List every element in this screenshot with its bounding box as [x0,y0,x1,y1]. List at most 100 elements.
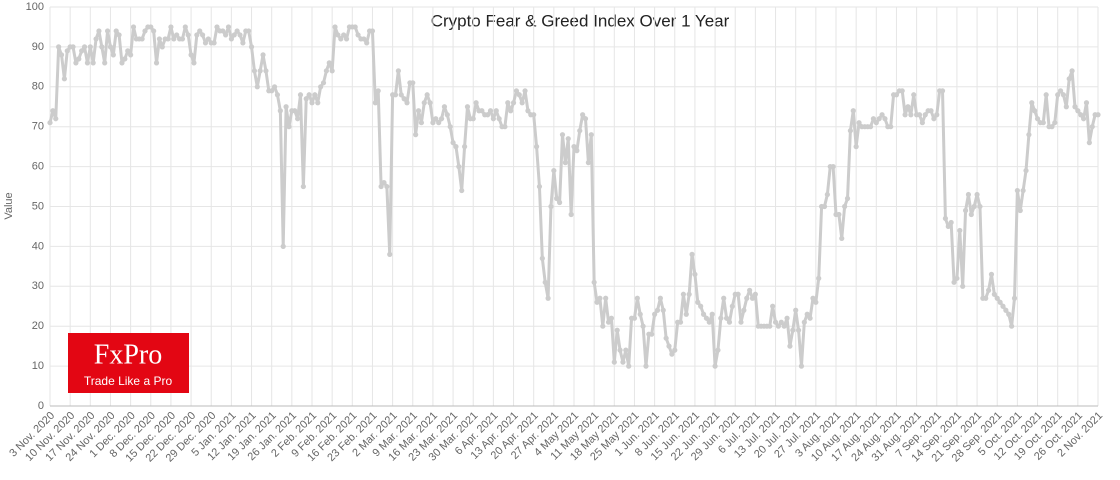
point [392,92,399,98]
point [424,92,430,98]
point [70,44,76,50]
point [329,68,335,74]
point [571,144,577,150]
point [214,24,220,30]
point [191,60,197,66]
point [355,32,361,38]
point [677,319,684,325]
point [116,32,122,38]
point [539,255,545,261]
point [1003,307,1009,313]
y-tick-label: 50 [32,200,44,212]
point [1078,112,1084,118]
point [985,287,992,293]
point [237,32,243,38]
point [1075,108,1081,114]
point [853,144,859,150]
point [525,108,531,114]
point [709,311,715,317]
point [919,120,925,126]
point [286,124,292,130]
point [942,215,949,222]
point [721,295,727,301]
point [104,28,111,34]
y-tick-label: 40 [32,240,44,252]
point [430,120,436,126]
point [1095,112,1101,118]
point [689,251,695,257]
point [747,287,753,293]
point [787,343,793,349]
point [387,251,393,257]
point [107,44,114,50]
point [87,44,93,50]
point [640,323,646,329]
point [669,351,675,357]
point [522,88,528,94]
point [605,319,612,325]
point [84,60,91,66]
point [1063,104,1069,110]
point [280,243,286,249]
point [343,36,350,42]
point [847,128,853,134]
point [899,88,905,94]
point [332,24,338,30]
point [220,28,226,34]
point [657,295,663,301]
point [413,132,419,138]
point [960,283,966,289]
point [1011,295,1018,301]
point [660,307,666,313]
point [1023,167,1029,174]
point [706,319,712,325]
point [813,299,819,305]
point [882,116,888,122]
point [554,195,560,202]
point [231,32,237,38]
point [562,160,568,166]
point [240,40,246,46]
point [61,76,67,82]
point [381,179,387,186]
point [712,363,718,369]
point [649,331,655,337]
point [90,60,96,66]
point [248,44,255,50]
point [516,92,522,98]
point [703,315,710,321]
y-tick-label: 100 [26,1,44,13]
point [611,359,617,365]
point [47,120,53,126]
point [151,28,157,34]
point [574,148,580,154]
point [856,120,862,126]
y-tick-label: 70 [32,121,44,133]
point [56,44,62,50]
point [269,88,275,94]
point [73,60,79,66]
point [591,279,597,285]
point [119,60,125,66]
point [983,295,989,301]
point [513,88,520,94]
point [309,100,315,106]
point [295,116,301,122]
point [830,164,836,170]
point [102,60,108,66]
point [174,32,180,38]
point [597,295,603,301]
logo: FxPro Trade Like a Pro [68,333,189,393]
point [459,187,465,194]
point [205,36,211,42]
point [908,112,914,118]
point [156,36,163,42]
point [1055,92,1061,98]
y-tick-label: 60 [32,161,44,173]
point [168,24,174,30]
point [617,347,623,353]
point [608,315,615,321]
point [300,183,306,190]
point [485,112,491,118]
point [1043,92,1049,98]
